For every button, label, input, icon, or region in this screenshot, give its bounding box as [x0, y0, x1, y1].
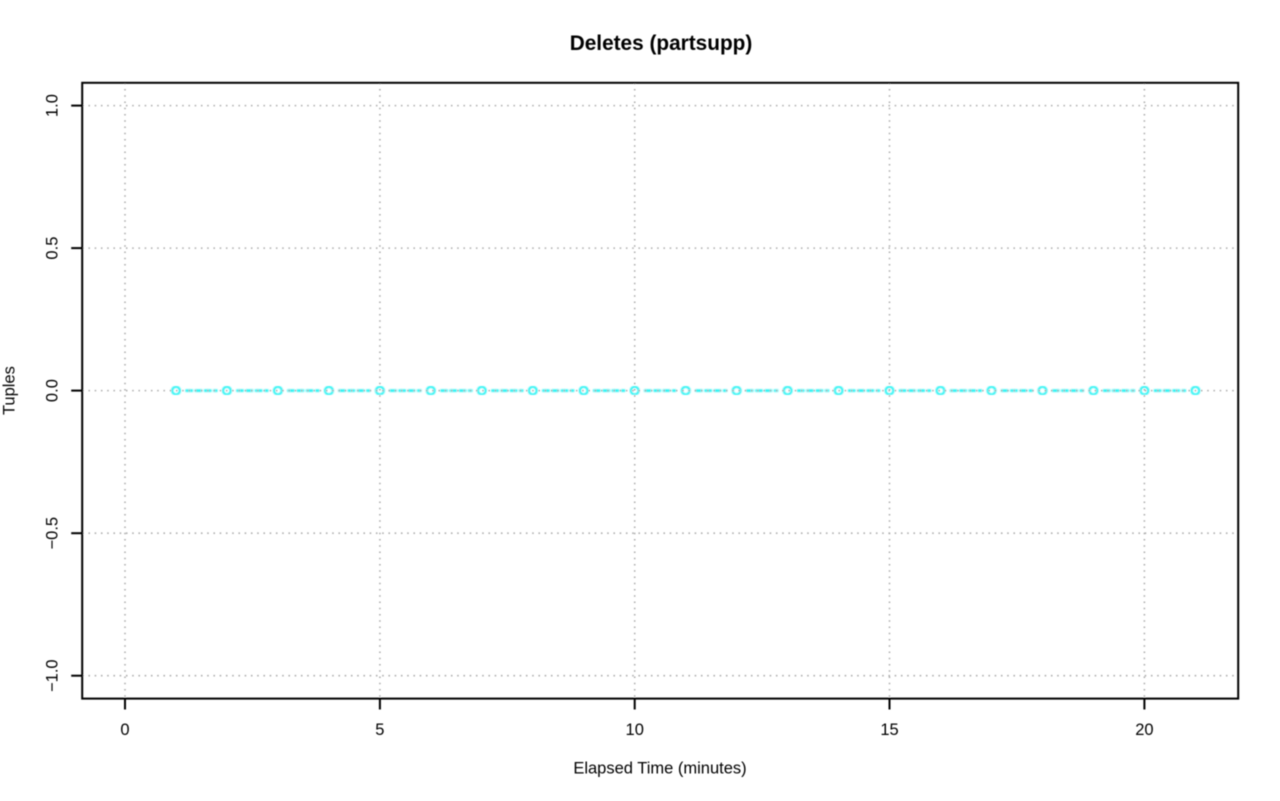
svg-text:0.0: 0.0 — [44, 379, 62, 402]
svg-text:5: 5 — [375, 721, 384, 739]
svg-text:15: 15 — [880, 721, 898, 739]
svg-text:0.5: 0.5 — [44, 237, 62, 260]
svg-text:20: 20 — [1135, 721, 1153, 739]
svg-text:10: 10 — [626, 721, 644, 739]
svg-text:−1.0: −1.0 — [44, 659, 62, 692]
svg-text:Tuples: Tuples — [1, 366, 19, 415]
svg-text:−0.5: −0.5 — [44, 517, 62, 550]
svg-text:Elapsed Time (minutes): Elapsed Time (minutes) — [573, 760, 746, 778]
svg-text:Deletes (partsupp): Deletes (partsupp) — [570, 32, 753, 55]
svg-text:1.0: 1.0 — [44, 94, 62, 117]
svg-text:0: 0 — [120, 721, 129, 739]
